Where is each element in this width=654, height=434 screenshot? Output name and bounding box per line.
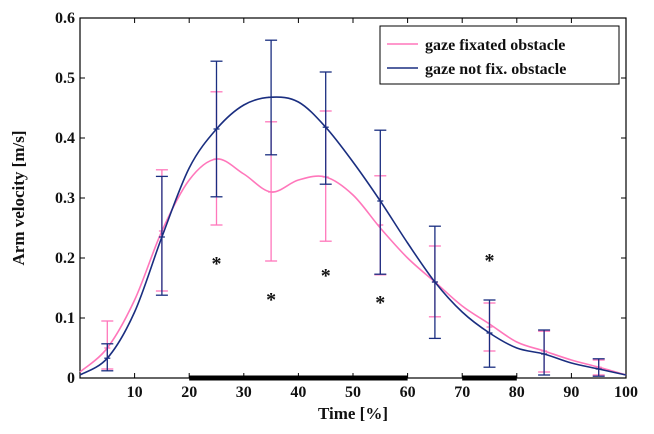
series-line — [79, 158, 627, 376]
series-layer — [79, 39, 627, 377]
legend-label-gaze-not-fixated: gaze not fix. obstacle — [425, 61, 566, 78]
y-tick-label: 0.2 — [55, 250, 75, 267]
x-tick-label: 40 — [290, 384, 306, 401]
x-tick-label: 20 — [181, 384, 197, 401]
x-tick-label: 60 — [400, 384, 416, 401]
series-1 — [79, 39, 627, 377]
y-tick-label: 0.3 — [55, 190, 75, 207]
legend: gaze fixated obstacle gaze not fix. obst… — [379, 25, 620, 85]
legend-label-gaze-fixated: gaze fixated obstacle — [425, 37, 565, 54]
x-tick-label: 100 — [614, 384, 638, 401]
significance-marker: * — [212, 253, 222, 275]
significance-marker: * — [375, 292, 385, 314]
y-tick-label: 0.4 — [55, 130, 75, 147]
x-tick-label: 50 — [345, 384, 361, 401]
x-tick-label: 90 — [563, 384, 579, 401]
significance-marker: * — [266, 289, 276, 311]
y-tick-label: 0.5 — [55, 70, 75, 87]
significance-marker: * — [485, 250, 495, 272]
annotation-layer: * * * * * — [212, 250, 495, 314]
y-axis-label: Arm velocity [m/s] — [9, 130, 28, 265]
x-tick-label: 10 — [127, 384, 143, 401]
x-tick-label: 30 — [236, 384, 252, 401]
y-tick-label: 0.1 — [55, 310, 75, 327]
x-tick-label: 70 — [454, 384, 470, 401]
significance-marker: * — [321, 265, 331, 287]
y-tick-label: 0.6 — [55, 10, 75, 27]
x-tick-label: 80 — [509, 384, 525, 401]
series-line — [79, 96, 627, 376]
x-axis-ticks: 10 20 30 40 50 60 70 80 90 100 — [127, 18, 638, 401]
y-tick-label: 0 — [67, 370, 75, 387]
y-axis-ticks: 0 0.1 0.2 0.3 0.4 0.5 0.6 — [55, 10, 626, 387]
legend-box — [379, 25, 620, 85]
x-axis-label: Time [%] — [318, 404, 388, 423]
